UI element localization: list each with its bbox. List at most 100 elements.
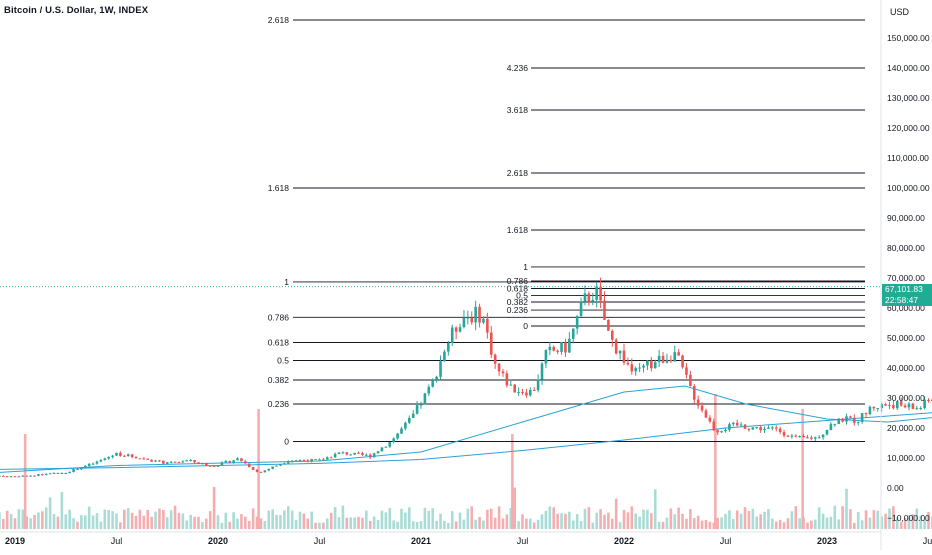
volume-bar <box>130 512 134 529</box>
candle-body <box>868 406 872 415</box>
volume-bar <box>540 514 544 529</box>
volume-bar <box>162 509 165 529</box>
volume-bar <box>134 515 138 529</box>
candle-body <box>743 424 747 429</box>
volume-bar <box>548 506 552 529</box>
volume-bar <box>806 522 809 529</box>
volume-bar <box>607 512 610 529</box>
volume-bar <box>64 514 68 529</box>
candle-body <box>895 401 899 409</box>
fib-right-level-label: 0.382 <box>507 297 529 307</box>
y-tick-label: 40,000.00 <box>887 363 925 373</box>
candle-body <box>95 461 99 464</box>
volume-bar <box>298 511 302 529</box>
volume-bar <box>326 518 329 529</box>
volume-bar <box>142 515 146 529</box>
candle-body <box>415 405 419 414</box>
candle-body <box>903 405 907 408</box>
candle-body <box>263 470 267 473</box>
candle-body <box>396 433 399 439</box>
volume-bar <box>138 509 142 529</box>
candle-body <box>521 391 524 393</box>
volume-bar <box>657 521 661 529</box>
volume-bar <box>357 516 360 529</box>
candle-body <box>759 427 762 431</box>
candle-body <box>64 473 68 475</box>
candle-body <box>154 460 157 462</box>
candle-body <box>247 463 251 468</box>
candle-body <box>845 416 848 422</box>
last-price-tag: 67,101.83 22:58:47 <box>882 284 932 306</box>
volume-bar <box>923 520 926 529</box>
candle-body <box>450 327 454 344</box>
volume-bar <box>208 511 212 529</box>
volume-bar <box>201 522 204 529</box>
candle-body <box>400 428 403 434</box>
candle-body <box>427 386 431 394</box>
volume-bar <box>853 522 856 529</box>
volume-bar <box>497 506 501 529</box>
candle-body <box>349 454 353 456</box>
volume-bar <box>544 510 548 529</box>
candle-body <box>83 465 87 468</box>
currency-label[interactable]: USD <box>890 7 910 17</box>
candle-body <box>52 472 56 474</box>
x-tick-label: Jul <box>111 536 123 546</box>
x-tick-label: 2020 <box>208 536 228 546</box>
candle-body <box>614 339 618 354</box>
fib-right-level-label: 0 <box>523 321 528 331</box>
symbol-title[interactable]: Bitcoin / U.S. Dollar, 1W, INDEX <box>4 5 149 16</box>
candle-body <box>755 427 759 429</box>
volume-bar <box>87 506 91 529</box>
volume-bar <box>599 509 602 529</box>
x-tick-label: Jul <box>517 536 529 546</box>
candle-body <box>646 360 649 366</box>
candle-body <box>849 416 852 418</box>
candle-body <box>767 427 770 429</box>
candle-body <box>126 454 130 457</box>
volume-bar <box>622 510 626 529</box>
volume-bar <box>716 517 719 529</box>
y-tick-label: 110,000.00 <box>887 153 929 163</box>
volume-bar <box>302 513 306 529</box>
candle-body <box>466 317 470 319</box>
candle-body <box>33 475 36 477</box>
volume-bar <box>232 512 235 529</box>
volume-bar <box>583 508 587 529</box>
candle-body <box>478 306 481 323</box>
candle-body <box>228 461 232 463</box>
x-tick-label: 2021 <box>411 536 431 546</box>
candle-body <box>181 461 185 463</box>
volume-bar <box>458 512 462 529</box>
candle-body <box>404 422 407 429</box>
volume-bar <box>575 514 579 529</box>
candle-body <box>80 467 83 470</box>
candle-body <box>486 318 489 333</box>
volume-bar <box>650 513 653 529</box>
candle-body <box>240 458 243 462</box>
candle-body <box>244 461 247 464</box>
volume-bar <box>860 520 864 529</box>
candle-body <box>650 360 653 369</box>
candle-body <box>700 405 704 411</box>
bar-countdown: 22:58:47 <box>885 295 919 305</box>
candle-body <box>290 460 294 462</box>
candle-body <box>728 424 731 430</box>
candle-body <box>657 355 661 363</box>
volume-bar <box>361 517 364 529</box>
candle-body <box>696 399 700 406</box>
volume-bar <box>638 516 641 529</box>
volume-bar <box>618 522 622 529</box>
volume-bar <box>244 516 247 529</box>
candle-body <box>603 300 606 320</box>
volume-bar <box>759 514 762 529</box>
volume-bar <box>25 516 29 529</box>
volume-bar <box>767 509 770 529</box>
volume-bar <box>240 514 243 529</box>
volume-bar <box>915 508 919 529</box>
candle-body <box>169 461 173 463</box>
volume-bar <box>634 513 638 529</box>
candle-body <box>271 466 274 469</box>
